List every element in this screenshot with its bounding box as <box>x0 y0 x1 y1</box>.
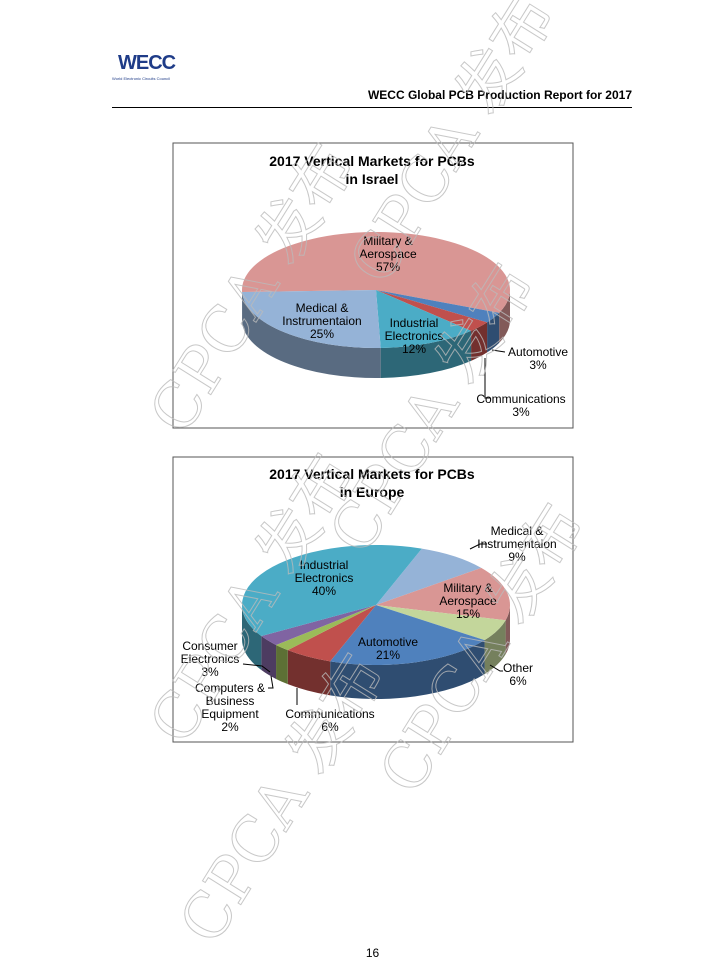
pie-slice-military-aerospace <box>376 567 510 621</box>
data-label: Military & Aerospace 57% <box>359 234 417 274</box>
page-number: 16 <box>365 946 380 960</box>
pie-slice-communications <box>287 605 376 662</box>
leader-line <box>268 675 274 689</box>
pie-slice-communications <box>376 290 488 331</box>
leader-line <box>491 349 506 353</box>
logo-text: WECC <box>118 52 176 74</box>
pie-chart-2: 2017 Vertical Markets for PCBs in Europe M… <box>172 456 574 743</box>
leader-line <box>489 664 503 672</box>
pie-slice-military-aerospace <box>242 231 511 313</box>
slice-side <box>380 330 472 378</box>
slice-side <box>487 312 500 353</box>
slice-side <box>330 640 485 699</box>
data-label: Automotive 21% <box>358 635 418 662</box>
pie-chart-1: 2017 Vertical Markets for PCBs in Israel M… <box>172 142 574 429</box>
data-label: Industrial Electronics 12% <box>385 316 444 356</box>
slice-side <box>471 322 488 361</box>
pie-slice-medical-instrumentaion <box>242 290 381 348</box>
slice-side <box>276 644 288 685</box>
chart-subtitle: in Europe <box>340 484 405 500</box>
data-label: Military & Aerospace 15% <box>439 581 497 621</box>
header-rule <box>112 107 632 108</box>
pie-slice-other <box>376 605 506 641</box>
leader-line <box>242 663 271 673</box>
pie-slice-automotive <box>376 290 500 323</box>
chart-title: 2017 Vertical Markets for PCBs <box>269 153 475 169</box>
logo-subtitle: World Electronic Circuits Council <box>112 76 170 81</box>
wecc-logo: WECC World Electronic Circuits Council <box>112 46 192 84</box>
leader-line <box>469 543 487 550</box>
data-label: Communications 6% <box>285 707 374 734</box>
slice-side <box>505 605 510 655</box>
pie-slice-computers-business-equipment <box>276 605 376 651</box>
pie-slice-consumer-electronics <box>261 605 376 645</box>
pie-slice-medical-instrumentaion <box>376 548 482 605</box>
slice-side <box>242 292 381 378</box>
pie-slice-industrial-electronics <box>376 290 472 348</box>
pie-slice-industrial-electronics <box>242 545 422 637</box>
chart-subtitle: in Israel <box>346 171 399 187</box>
pie-slice-automotive <box>330 605 485 665</box>
data-label: Medical & Instrumentaion 25% <box>282 301 361 341</box>
data-label: Automotive 3% <box>508 345 568 372</box>
data-label: Medical & Instrumentaion 9% <box>477 524 556 564</box>
data-label: Other 6% <box>503 661 533 688</box>
leader-line <box>484 358 490 399</box>
data-label: Computers & Business Equipment 2% <box>195 681 265 734</box>
slice-side <box>287 650 331 696</box>
slice-side <box>242 605 262 671</box>
data-label: Industrial Electronics 40% <box>295 558 354 598</box>
data-label: Consumer Electronics 3% <box>181 639 240 679</box>
chart-title: 2017 Vertical Markets for PCBs <box>269 466 475 482</box>
data-label: Communications 3% <box>476 392 565 419</box>
slice-side <box>499 290 510 343</box>
slice-side <box>484 620 506 675</box>
report-title: WECC Global PCB Production Report for 20… <box>367 88 632 102</box>
